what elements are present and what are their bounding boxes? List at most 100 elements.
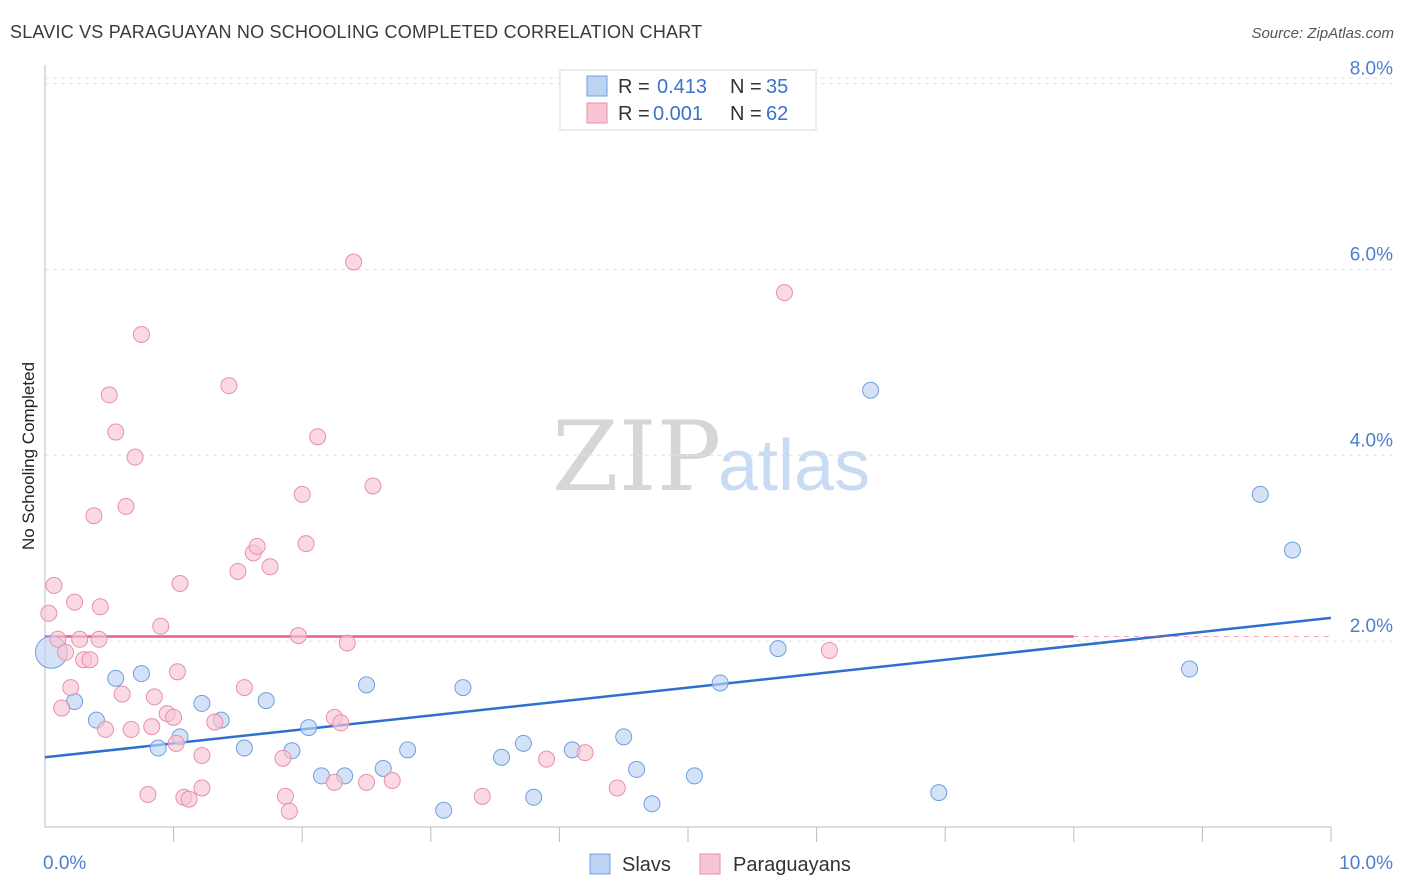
paraguayans-point — [126, 448, 144, 466]
y-axis-label: No Schooling Completed — [19, 362, 38, 550]
paraguayans-point — [608, 779, 626, 797]
y-tick-label: 2.0% — [1350, 616, 1393, 637]
watermark-zip: ZIP — [552, 401, 721, 513]
slavs-point — [1181, 660, 1199, 678]
slavs-point — [769, 640, 787, 658]
slavs-point — [1283, 541, 1301, 559]
paraguayans-point — [345, 253, 363, 271]
paraguayans-point — [113, 685, 131, 703]
x-tick-labels: 0.0% 10.0% — [43, 853, 1393, 874]
slavs-point — [711, 674, 729, 692]
stats-r-value-paraguayans: 0.001 — [653, 103, 703, 125]
paraguayans-point — [100, 386, 118, 404]
paraguayans-point — [206, 713, 224, 731]
legend-swatch-slavs — [589, 853, 611, 875]
slavs-point — [643, 795, 661, 813]
paraguayans-point — [274, 749, 292, 767]
paraguayans-point — [235, 679, 253, 697]
paraguayans-point — [338, 634, 356, 652]
paraguayans-point — [107, 423, 125, 441]
slavs-point — [193, 694, 211, 712]
legend-label-slavs: Slavs — [622, 854, 671, 876]
stats-r-label-slavs: R = — [618, 76, 650, 98]
paraguayans-point — [81, 651, 99, 669]
axes — [44, 65, 1332, 842]
slavs-point — [615, 728, 633, 746]
paraguayans-point — [220, 377, 238, 395]
paraguayans-point — [280, 802, 298, 820]
paraguayans-point — [538, 750, 556, 768]
paraguayans-point — [276, 787, 294, 805]
paraguayans-point — [117, 497, 135, 515]
slavs-point — [132, 665, 150, 683]
slavs-point — [454, 679, 472, 697]
slavs-point — [862, 381, 880, 399]
paraguayans-point — [145, 688, 163, 706]
paraguayans-point — [85, 507, 103, 525]
paraguayans-point — [358, 773, 375, 791]
paraguayans-point — [71, 630, 89, 648]
watermark-atlas: atlas — [718, 426, 870, 506]
slavs-point — [514, 734, 532, 752]
y-tick-label: 6.0% — [1350, 244, 1393, 265]
y-tick-labels: 2.0% 4.0% 6.0% 8.0% — [1350, 59, 1393, 638]
slavs-point — [493, 748, 511, 766]
paraguayans-point — [193, 779, 211, 797]
paraguayans-point — [332, 714, 350, 732]
paraguayans-point — [364, 477, 382, 495]
paraguayans-point — [139, 785, 157, 803]
paraguayans-point — [775, 284, 793, 302]
paraguayans-point — [152, 617, 170, 635]
stats-legend-swatch-slavs — [586, 75, 608, 97]
slavs-point — [685, 767, 703, 785]
paraguayans-point — [820, 641, 838, 659]
paraguayans-point — [325, 773, 343, 791]
slavs-point — [257, 692, 275, 710]
slavs-point — [300, 719, 318, 737]
series-legend: Slavs Paraguayans — [589, 853, 851, 876]
paraguayans-point — [40, 604, 58, 622]
paraguayans-point — [143, 718, 161, 736]
slavs-point — [399, 741, 417, 759]
paraguayans-point — [53, 699, 71, 717]
paraguayans-point — [66, 593, 84, 611]
chart-title: SLAVIC VS PARAGUAYAN NO SCHOOLING COMPLE… — [10, 22, 702, 42]
paraguayans-point — [49, 630, 67, 648]
stats-legend: R = 0.413 N = 35 R = 0.001 N = 62 — [559, 69, 817, 131]
slavs-point — [525, 788, 543, 806]
paraguayans-point — [309, 428, 327, 446]
slavs-point — [374, 759, 392, 777]
paraguayans-point — [165, 708, 183, 726]
legend-swatch-paraguayans — [699, 853, 721, 875]
paraguayans-point — [576, 744, 594, 762]
paraguayans-point — [91, 598, 109, 616]
watermark: ZIP atlas — [552, 401, 870, 513]
paraguayans-point — [96, 720, 114, 738]
paraguayans-point — [62, 679, 80, 697]
stats-r-label-paraguayans: R = — [618, 103, 650, 125]
slavs-point — [1251, 485, 1269, 503]
paraguayans-point — [289, 627, 307, 645]
x-tick-label: 0.0% — [43, 853, 86, 874]
stats-n-value-paraguayans: 62 — [766, 103, 788, 125]
legend-label-paraguayans: Paraguayans — [733, 854, 851, 876]
y-tick-label: 4.0% — [1350, 430, 1393, 451]
slavs-point — [435, 801, 453, 819]
paraguayans-point — [168, 663, 186, 681]
paraguayans-point — [180, 790, 198, 808]
paraguayans-point — [90, 630, 108, 648]
slavs-point — [628, 760, 646, 778]
slavs-point — [358, 676, 375, 694]
paraguayans-point — [293, 485, 311, 503]
stats-legend-swatch-paraguayans — [586, 102, 608, 124]
trend-lines — [44, 616, 1332, 759]
paraguayans-point — [45, 576, 63, 594]
y-tick-label: 8.0% — [1350, 59, 1393, 80]
paraguayans-point — [261, 558, 279, 576]
stats-n-label-slavs: N = — [730, 76, 762, 98]
slavs-point — [930, 784, 948, 802]
stats-n-value-slavs: 35 — [766, 76, 788, 98]
slavs-point — [235, 739, 253, 757]
data-points — [34, 253, 1301, 820]
